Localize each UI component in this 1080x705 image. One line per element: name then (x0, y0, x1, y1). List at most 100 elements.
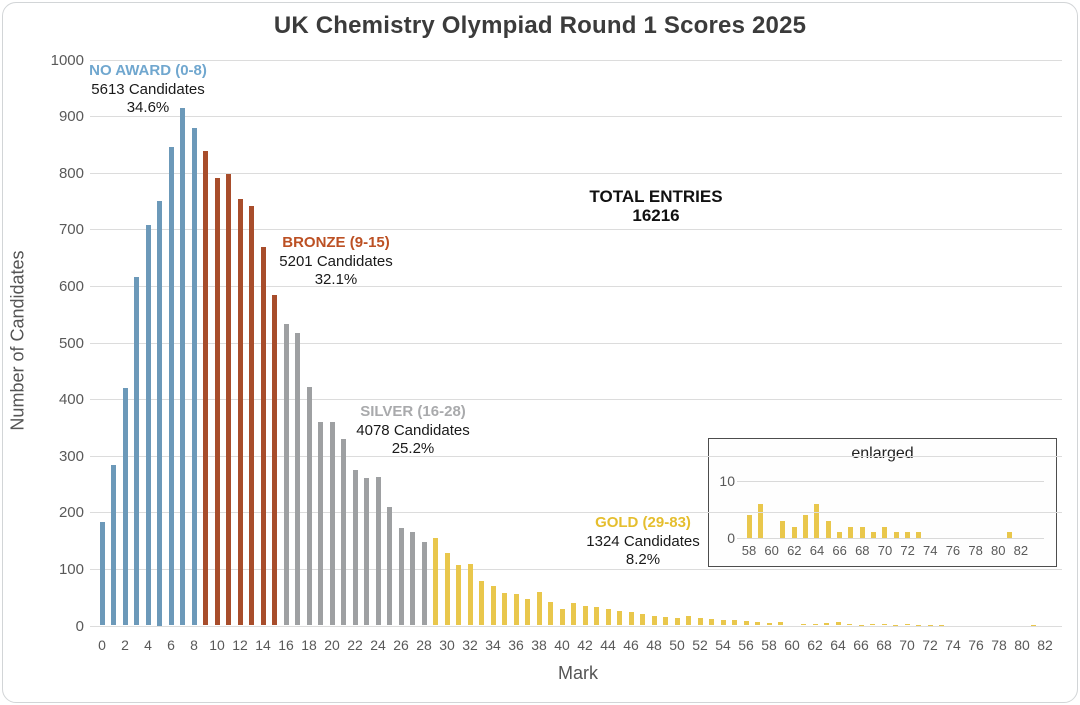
bar-mark-73 (939, 624, 944, 626)
bar-mark-23 (364, 478, 369, 626)
bar-mark-71 (916, 624, 921, 626)
inset-bar-mark-69 (871, 532, 877, 538)
bar-mark-25 (387, 506, 392, 626)
bar-mark-4 (145, 225, 151, 626)
y-tick-label-700: 700 (58, 221, 84, 239)
inset-x-tick-label-62: 62 (787, 543, 802, 558)
bar-mark-72 (927, 624, 933, 626)
x-tick-label-2: 2 (121, 637, 129, 653)
bar-mark-51 (686, 616, 691, 626)
bar-mark-38 (536, 591, 542, 626)
y-tick-label-500: 500 (58, 334, 84, 352)
bar-mark-63 (824, 623, 829, 626)
annotation-no-award-candidates: 5613 Candidates (91, 80, 205, 98)
inset-bar-mark-71 (893, 532, 899, 538)
bar-mark-69 (893, 624, 898, 626)
y-tick-label-100: 100 (58, 560, 84, 578)
bar-mark-1 (111, 465, 116, 626)
inset-x-tick-label-58: 58 (741, 543, 757, 558)
x-tick-label-12: 12 (232, 637, 248, 653)
bar-mark-32 (467, 563, 473, 626)
bar-mark-12 (237, 199, 243, 626)
bar-mark-44 (605, 608, 611, 626)
gridline-100 (90, 568, 1062, 570)
x-tick-label-14: 14 (255, 637, 271, 653)
x-tick-label-16: 16 (278, 637, 294, 653)
bar-mark-47 (640, 614, 645, 626)
bar-mark-26 (398, 527, 404, 626)
annotation-gold: GOLD (29-83) 1324 Candidates 8.2% (553, 514, 733, 570)
bar-mark-50 (674, 618, 680, 626)
bar-mark-36 (513, 594, 519, 626)
y-tick-label-800: 800 (58, 164, 84, 182)
x-tick-label-54: 54 (715, 637, 731, 653)
annotation-bronze-percent: 32.1% (314, 271, 358, 288)
bar-mark-22 (352, 469, 358, 626)
total-entries-heading: TOTAL ENTRIES (589, 187, 723, 206)
annotation-bronze-candidates: 5201 Candidates (279, 252, 393, 270)
bar-mark-53 (709, 618, 714, 626)
x-tick-label-52: 52 (692, 637, 708, 653)
bar-mark-46 (628, 612, 634, 626)
x-tick-label-60: 60 (784, 637, 800, 653)
inset-baseline (737, 538, 1044, 539)
bar-mark-81 (1031, 624, 1036, 626)
inset-x-tick-label-80: 80 (991, 543, 1006, 558)
bar-mark-5 (157, 201, 162, 626)
x-tick-label-44: 44 (600, 637, 616, 653)
bar-mark-27 (410, 532, 415, 626)
inset-y-tick-label-0: 0 (727, 530, 735, 546)
bar-mark-17 (295, 332, 300, 626)
x-tick-label-34: 34 (485, 637, 501, 653)
bar-mark-31 (456, 564, 461, 626)
bar-mark-18 (306, 387, 312, 626)
inset-x-tick-label-76: 76 (945, 543, 961, 558)
inset-bar-mark-67 (848, 526, 854, 538)
bar-mark-65 (847, 623, 852, 626)
bar-mark-19 (318, 422, 323, 626)
bar-mark-61 (801, 623, 806, 626)
annotation-no-award-percent: 34.6% (126, 99, 170, 116)
x-tick-label-62: 62 (807, 637, 823, 653)
annotation-gold-candidates: 1324 Candidates (586, 532, 700, 550)
bar-mark-49 (663, 617, 668, 626)
x-tick-label-82: 82 (1037, 637, 1053, 653)
inset-title: enlarged (851, 445, 914, 462)
x-tick-label-18: 18 (301, 637, 317, 653)
bar-mark-40 (559, 608, 565, 626)
gridline-300 (90, 455, 1062, 457)
inset-bar-mark-59 (757, 503, 763, 538)
annotation-bronze: BRONZE (9-15) 5201 Candidates 32.1% (246, 234, 426, 290)
x-tick-label-24: 24 (370, 637, 386, 653)
inset-x-tick-label-82: 82 (1013, 543, 1029, 558)
annotation-gold-heading: GOLD (29-83) (595, 514, 691, 531)
inset-bar-mark-63 (803, 515, 809, 538)
gridline-600 (90, 285, 1062, 287)
x-tick-label-48: 48 (646, 637, 662, 653)
bar-mark-35 (502, 592, 507, 626)
bar-mark-6 (168, 146, 174, 626)
gridline-1000 (90, 59, 1062, 61)
x-tick-label-8: 8 (190, 637, 198, 653)
x-tick-label-36: 36 (508, 637, 524, 653)
bar-mark-55 (732, 620, 737, 626)
inset-x-tick-label-74: 74 (923, 543, 938, 558)
bar-mark-9 (203, 151, 208, 626)
bar-mark-14 (260, 247, 266, 626)
annotation-total-entries: TOTAL ENTRIES 16216 (556, 187, 756, 225)
y-tick-label-600: 600 (58, 277, 84, 295)
inset-bar-mark-64 (814, 503, 820, 538)
x-tick-label-0: 0 (98, 637, 106, 653)
x-tick-label-56: 56 (738, 637, 754, 653)
bar-mark-29 (433, 538, 438, 626)
bar-mark-48 (651, 615, 657, 626)
inset-x-tick-label-70: 70 (877, 543, 893, 558)
bar-mark-11 (226, 174, 231, 626)
bar-mark-62 (812, 624, 818, 626)
y-tick-label-900: 900 (58, 108, 84, 126)
gridline-200 (90, 512, 1062, 514)
bar-mark-28 (421, 541, 427, 626)
x-tick-label-28: 28 (416, 637, 432, 653)
y-tick-label-0: 0 (75, 617, 84, 635)
